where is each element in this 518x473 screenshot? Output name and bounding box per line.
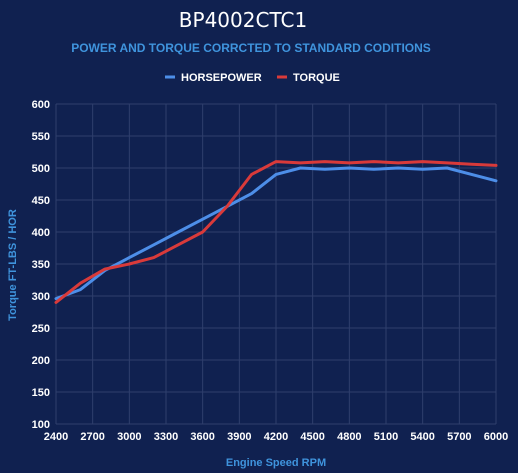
y-tick-label: 200 bbox=[32, 355, 50, 367]
x-tick-label: 5400 bbox=[410, 431, 434, 443]
y-tick-label: 600 bbox=[32, 99, 50, 111]
y-tick-label: 500 bbox=[32, 163, 50, 175]
x-tick-label: 2400 bbox=[44, 431, 68, 443]
x-tick-label: 3000 bbox=[117, 431, 141, 443]
legend-label: TORQUE bbox=[293, 72, 340, 84]
y-tick-label: 350 bbox=[32, 259, 50, 271]
x-tick-label: 3600 bbox=[190, 431, 214, 443]
x-tick-label: 3300 bbox=[154, 431, 178, 443]
series-line-torque bbox=[54, 160, 498, 304]
y-tick-label: 450 bbox=[32, 195, 50, 207]
series-layer bbox=[54, 160, 498, 304]
y-tick-label: 550 bbox=[32, 131, 50, 143]
y-tick-label: 300 bbox=[32, 291, 50, 303]
x-axis-ticks: 2400 2700 3000 3300 3600 3900 4200 4500 4800 5100… bbox=[44, 431, 508, 443]
x-tick-label: 4200 bbox=[264, 431, 288, 443]
y-axis-ticks: 100 150 200 250 300 350 400 450 500 550 600 bbox=[32, 99, 50, 431]
chart-title: BP4002CTC1 bbox=[179, 8, 307, 32]
chart-subtitle: POWER AND TORQUE CORRCTED TO STANDARD CO… bbox=[71, 41, 431, 55]
y-tick-label: 150 bbox=[32, 387, 50, 399]
legend[interactable]: HORSEPOWER TORQUE bbox=[165, 72, 340, 84]
x-tick-label: 4800 bbox=[337, 431, 361, 443]
x-tick-label: 5700 bbox=[447, 431, 471, 443]
x-tick-label: 5100 bbox=[374, 431, 398, 443]
x-tick-label: 4500 bbox=[300, 431, 324, 443]
legend-item-torque[interactable]: TORQUE bbox=[277, 72, 340, 84]
y-tick-label: 100 bbox=[32, 419, 50, 431]
x-tick-label: 6000 bbox=[484, 431, 508, 443]
x-tick-label: 3900 bbox=[227, 431, 251, 443]
series-line-horsepower bbox=[54, 166, 498, 301]
x-axis-label: Engine Speed RPM bbox=[226, 457, 326, 469]
legend-label: HORSEPOWER bbox=[181, 72, 262, 84]
y-tick-label: 400 bbox=[32, 227, 50, 239]
legend-item-horsepower[interactable]: HORSEPOWER bbox=[165, 72, 262, 84]
y-axis-label: Torque FT-LBS / HOR bbox=[7, 209, 19, 321]
x-tick-label: 2700 bbox=[80, 431, 104, 443]
y-tick-label: 250 bbox=[32, 323, 50, 335]
